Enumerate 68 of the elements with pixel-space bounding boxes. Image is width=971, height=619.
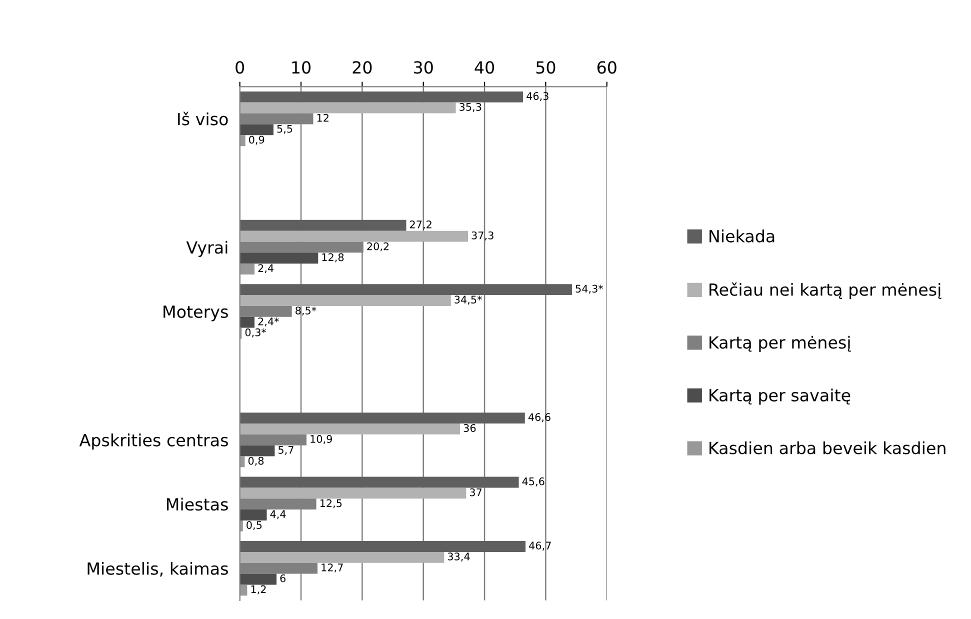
legend-label: Kartą per savaitę [710,388,850,405]
data-label: 10,9 [310,435,332,444]
y-tick-label: Miestas [166,498,228,511]
data-label: 12,8 [322,253,344,262]
x-tick-label: 20 [352,61,372,74]
data-label: 4,4 [270,510,286,520]
data-label: 20,2 [367,242,389,252]
legend-label: Kartą per mėnesį [710,336,851,352]
data-label: 33,4 [448,552,470,562]
data-label: 6 [280,574,286,582]
bar [240,541,526,552]
data-label: 0,9 [249,136,264,145]
bar [240,476,519,488]
y-tick-label: Moterys [164,306,228,322]
bar [240,412,525,424]
data-label: 45,6 [522,477,544,486]
data-label: 0,8 [248,456,264,466]
bar [240,124,274,136]
y-tick-label: Apskrities centras [79,434,228,450]
bar [240,220,406,231]
bar [240,91,524,102]
x-tick-label: 30 [414,61,433,74]
bar [240,252,318,264]
bar [240,574,277,585]
x-tick-label: 10 [292,61,311,74]
bar [240,316,255,328]
data-label: 35,3 [460,102,482,112]
data-label: 0,5 [246,521,262,530]
x-tick-label: 0 [236,61,244,74]
data-label: 0,3* [245,328,266,338]
bar [240,102,456,114]
bar [240,552,444,563]
legend-label: Rečiau nei kartą per mėnesį [710,282,942,300]
bar [240,230,468,242]
x-tick-label: 50 [536,61,556,74]
x-tick-label: 40 [474,61,494,74]
data-label: 46,3 [526,92,548,102]
data-label: 2,4* [258,317,279,326]
data-label: 37,3 [472,231,494,240]
data-label: 27,2 [410,220,432,230]
data-label: 12 [317,114,328,122]
bar [240,295,451,306]
bar [240,445,275,456]
y-tick-label: Miestelis, kaimas [88,562,228,577]
y-tick-label: Vyrai [186,240,228,258]
bar [240,424,460,434]
bar [240,264,255,275]
data-label: 34,5* [454,296,482,305]
data-label: 5,7 [278,446,294,455]
legend-label: Kasdien arba beveik kasdien [710,441,946,454]
data-label: 2,4 [258,264,274,274]
y-tick-label: Iš viso [178,112,228,126]
bar [240,135,246,146]
data-label: 5,5 [277,124,292,134]
data-label: 36 [464,424,476,432]
bar [240,488,466,499]
x-tick-label: 60 [597,61,616,74]
data-label: 54,3* [576,284,604,294]
data-label: 46,7 [529,542,551,551]
data-label: 37 [470,488,482,496]
data-label: 8,5* [296,306,316,316]
data-label: 12,5 [320,499,342,508]
data-label: 46,6 [528,413,550,422]
bar [240,284,572,296]
data-label: 12,7 [322,563,343,572]
legend-label: Niekada [710,230,774,242]
data-label: 1,2 [251,585,266,594]
bar [240,510,267,520]
